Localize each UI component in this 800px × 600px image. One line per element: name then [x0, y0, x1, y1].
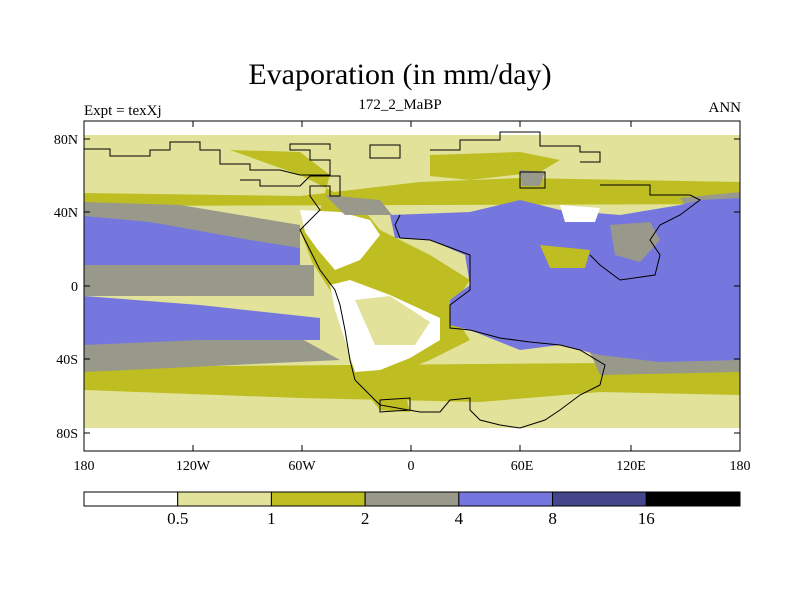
colorbar-swatch: [364, 491, 460, 507]
colorbar-label: 16: [638, 509, 655, 528]
field-north-olive: [84, 178, 740, 206]
field-grey-south: [84, 338, 340, 372]
lat-label-80n: 80N: [54, 133, 78, 148]
coast-box: [519, 171, 546, 189]
field-north-polar: [84, 121, 740, 135]
season-label: ANN: [708, 100, 742, 116]
map-title: Evaporation (in mm/day): [248, 58, 552, 91]
lon-label-60e: 60E: [511, 459, 534, 474]
field-grey-box: [520, 170, 545, 186]
lat-label-40s: 40S: [56, 353, 78, 368]
coast-south-island: [379, 397, 411, 413]
colorbar-swatch: [458, 491, 554, 507]
field-grey-tethys-west: [325, 195, 392, 215]
colorbar: 0.5 1 2 4 8 16: [83, 491, 741, 528]
field-south-polar: [84, 428, 740, 451]
field-desert-north-america: [300, 210, 380, 270]
coast-east: [589, 184, 701, 281]
experiment-label: Expt = texXj: [84, 103, 162, 119]
field-pacific-north: [84, 216, 300, 270]
lon-axis: 180 120W 60W 0 60E 120E 180: [74, 121, 751, 474]
coast-main: [240, 175, 606, 429]
field-south-olive: [84, 362, 740, 402]
field-grey-north: [84, 202, 300, 250]
colorbar-label: 1: [267, 509, 276, 528]
coast-north-1: [84, 141, 331, 176]
colorbar-swatch: [270, 491, 366, 507]
lon-label-180-right: 180: [730, 459, 751, 474]
colorbar-label: 4: [455, 509, 464, 528]
colorbar-swatch: [83, 491, 179, 507]
lat-label-0: 0: [71, 280, 78, 295]
field-desert-east: [560, 205, 600, 222]
coast-north-2: [430, 131, 601, 163]
colorbar-swatch: [552, 491, 647, 507]
field-east-olive: [540, 245, 590, 268]
lon-label-180-left: 180: [74, 459, 95, 474]
field-pacific-south: [84, 296, 320, 345]
lat-label-80s: 80S: [56, 427, 78, 442]
lat-label-40n: 40N: [54, 206, 78, 221]
lon-label-60w: 60W: [288, 459, 316, 474]
map-field: [84, 121, 740, 451]
lat-axis: 80N 40N 0 40S 80S: [54, 133, 740, 442]
lon-label-0: 0: [408, 459, 415, 474]
coast-north-island: [369, 144, 401, 159]
field-south-america-light: [355, 296, 430, 345]
field-pacific-equatorial: [84, 265, 314, 296]
colorbar-label: 8: [548, 509, 557, 528]
colorbar-swatch: [177, 491, 272, 507]
coastlines: [84, 131, 701, 429]
colorbar-swatch: [645, 491, 741, 507]
lon-label-120e: 120E: [616, 459, 646, 474]
time-label: 172_2_MaBP: [358, 97, 442, 113]
lon-label-120w: 120W: [176, 459, 211, 474]
colorbar-label: 0.5: [167, 509, 188, 528]
field-grey-east: [610, 222, 660, 262]
colorbar-label: 2: [361, 509, 370, 528]
